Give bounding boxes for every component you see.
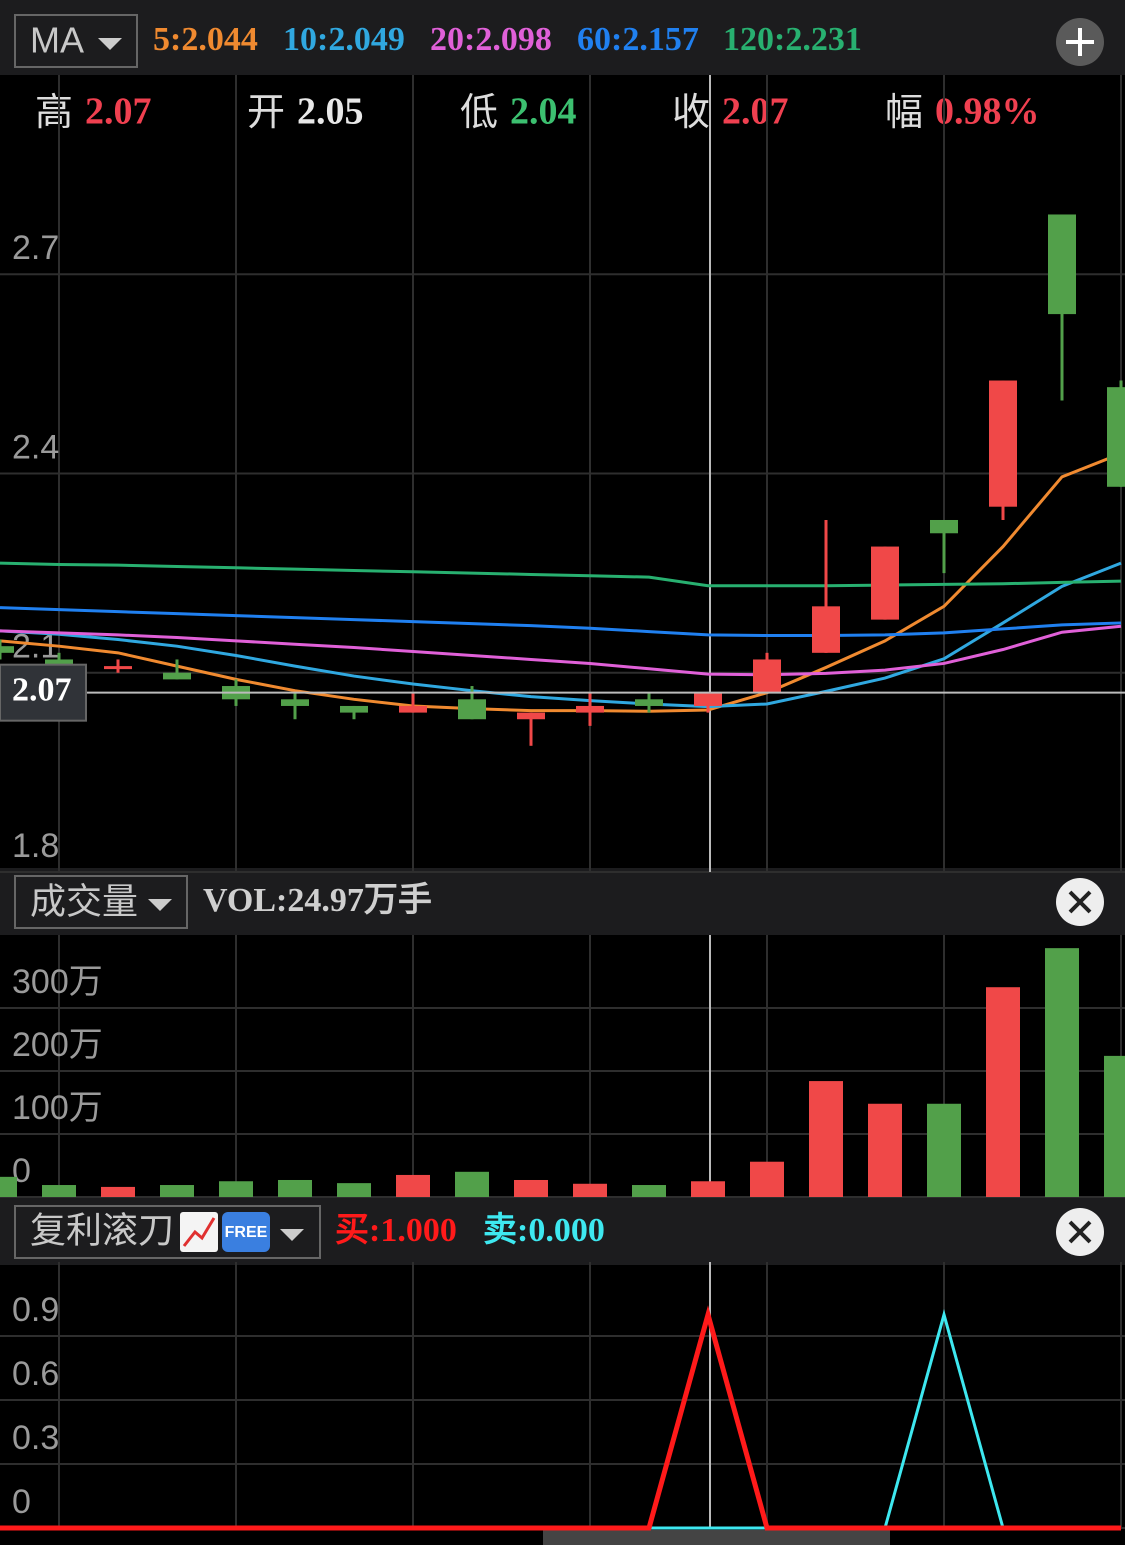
candle-body — [104, 666, 132, 670]
ma-line — [0, 561, 1122, 709]
candle-body — [871, 546, 899, 620]
candle-body — [45, 659, 73, 667]
chart-icon — [180, 1212, 218, 1252]
volume-bar — [750, 1161, 784, 1197]
candle-body — [635, 699, 663, 706]
free-badge — [222, 1212, 270, 1252]
volume-selector[interactable] — [14, 875, 188, 929]
volume-bar — [1104, 1055, 1125, 1197]
legend-entry: 60:2.157 — [577, 21, 699, 58]
ma-selector-label: MA — [30, 20, 84, 61]
dropdown-arrow — [98, 38, 122, 50]
candle-body — [399, 705, 427, 713]
volume-bar — [160, 1185, 194, 1197]
dropdown-arrow — [148, 899, 172, 911]
volume-bar — [573, 1183, 607, 1197]
quote-value: 2.05 — [297, 91, 364, 133]
candle-body — [989, 380, 1017, 507]
volume-bar — [514, 1179, 548, 1197]
crosshair-label-box — [0, 663, 87, 722]
signal-line — [0, 1305, 1121, 1531]
quote-label: 高 — [35, 92, 73, 134]
scrollbar[interactable] — [543, 1530, 890, 1545]
volume-bar — [278, 1179, 312, 1197]
volume-bar — [0, 1176, 17, 1197]
legend-entry: 卖:0.000 — [483, 1211, 605, 1249]
candle-body — [0, 646, 14, 653]
quote-label: 低 — [460, 92, 498, 134]
volume-bar — [868, 1103, 902, 1197]
y-tick-label: 2.4 — [12, 428, 59, 466]
volume-bar — [691, 1181, 725, 1197]
crosshair-label: 2.07 — [12, 671, 72, 708]
candle-body — [281, 699, 309, 706]
candle-body — [812, 606, 840, 653]
volume-bar — [455, 1171, 489, 1197]
volume-selector-label: 成交量 — [30, 881, 138, 922]
volume-bar — [42, 1185, 76, 1197]
legend-entry: 买:1.000 — [335, 1212, 457, 1249]
quote-label: 收 — [672, 92, 710, 134]
volume-bar — [101, 1186, 135, 1197]
y-tick-label: 0.6 — [12, 1355, 59, 1393]
legend-entry: 10:2.049 — [283, 21, 405, 58]
quote-value: 0.98% — [935, 91, 1040, 133]
quote-value: 2.04 — [510, 91, 577, 133]
y-tick-label: 200万 — [12, 1026, 103, 1064]
volume-bar — [809, 1081, 843, 1197]
y-tick-label: 300万 — [12, 963, 103, 1001]
y-tick-label: 2.7 — [12, 229, 59, 267]
candle-body — [930, 519, 958, 534]
ma-line — [0, 452, 1122, 713]
quote-value: 2.07 — [722, 91, 789, 133]
candle-body — [1107, 387, 1125, 487]
volume-bar — [927, 1103, 961, 1197]
ma-header — [0, 0, 1125, 75]
y-tick-label: 1.8 — [12, 827, 59, 865]
candle-body — [458, 699, 486, 720]
volume-title: VOL:24.97万手 — [203, 881, 432, 919]
y-tick-label: 0.9 — [12, 1291, 59, 1329]
dropdown-arrow — [280, 1229, 304, 1241]
volume-bar — [219, 1181, 253, 1197]
close-indicator-button[interactable] — [1056, 1208, 1104, 1256]
candle-body — [694, 692, 722, 706]
y-tick-label: 100万 — [12, 1089, 103, 1127]
y-tick-label: 0.3 — [12, 1419, 59, 1457]
free-badge-label: FREE — [225, 1224, 268, 1241]
quote-label: 幅 — [885, 92, 923, 134]
add-button[interactable] — [1056, 18, 1104, 66]
legend-entry: 5:2.044 — [153, 21, 258, 58]
ma-line — [0, 561, 1122, 588]
indicator-selector-label: 复利滚刀 — [30, 1210, 174, 1251]
y-tick-label: 0 — [12, 1483, 31, 1521]
volume-bar — [337, 1183, 371, 1197]
candle-body — [340, 705, 368, 713]
volume-bar — [1045, 948, 1079, 1197]
candle-body — [163, 672, 191, 680]
ma-line — [0, 624, 1122, 677]
indicator-selector[interactable] — [14, 1205, 321, 1259]
ma-line — [0, 606, 1122, 638]
legend-entry: 120:2.231 — [723, 21, 862, 58]
quote-label: 开 — [247, 92, 285, 134]
volume-bar — [396, 1174, 430, 1197]
close-volume-button[interactable] — [1056, 878, 1104, 926]
volume-bar — [632, 1185, 666, 1197]
volume-bar — [986, 987, 1020, 1197]
legend-entry: 20:2.098 — [430, 21, 552, 58]
candle-body — [753, 659, 781, 693]
candle-body — [1048, 214, 1076, 315]
candle-body — [576, 705, 604, 713]
candle-body — [517, 712, 545, 720]
ma-selector[interactable] — [14, 14, 138, 68]
quote-value: 2.07 — [85, 91, 152, 133]
